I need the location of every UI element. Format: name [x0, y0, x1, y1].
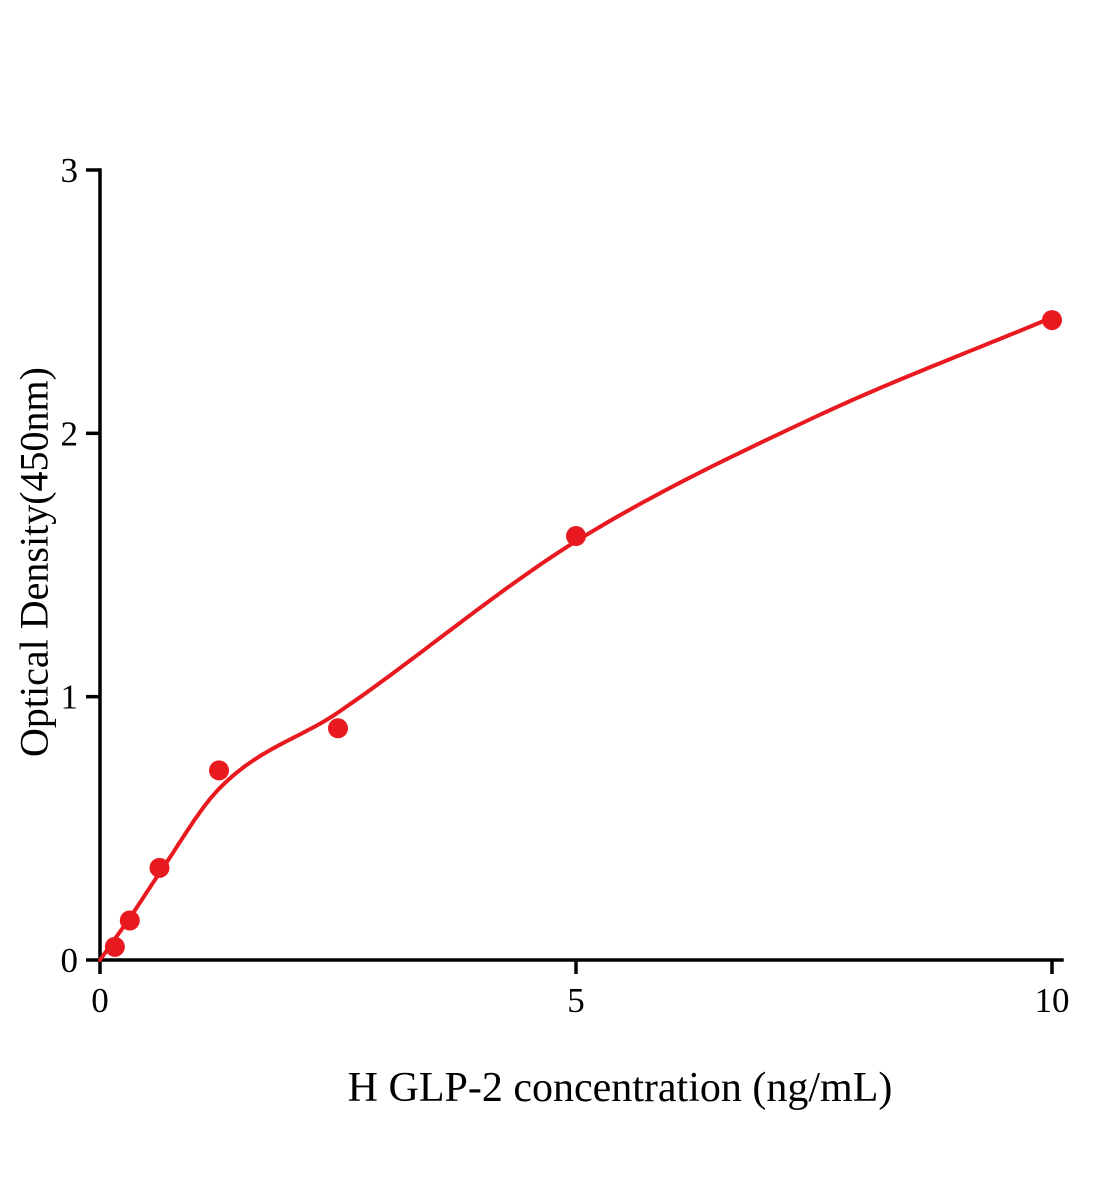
data-point — [104, 936, 125, 957]
data-point — [209, 760, 229, 781]
data-point — [119, 910, 140, 931]
data-point — [566, 526, 586, 547]
data-point — [149, 857, 170, 878]
x-tick-label: 5 — [567, 981, 585, 1020]
x-axis-title: H GLP-2 concentration (ng/mL) — [347, 1065, 893, 1111]
y-tick-label: 1 — [61, 678, 79, 717]
x-tick-label: 0 — [91, 981, 109, 1020]
x-tick-label: 10 — [1035, 981, 1070, 1020]
fit-curve-line — [98, 315, 1054, 962]
data-point — [328, 718, 348, 739]
y-tick-label: 2 — [61, 414, 79, 453]
y-tick-label: 3 — [61, 151, 79, 190]
data-point — [1042, 310, 1062, 331]
y-axis-title: Optical Density(450nm) — [11, 367, 57, 757]
y-tick-label: 0 — [61, 941, 79, 980]
